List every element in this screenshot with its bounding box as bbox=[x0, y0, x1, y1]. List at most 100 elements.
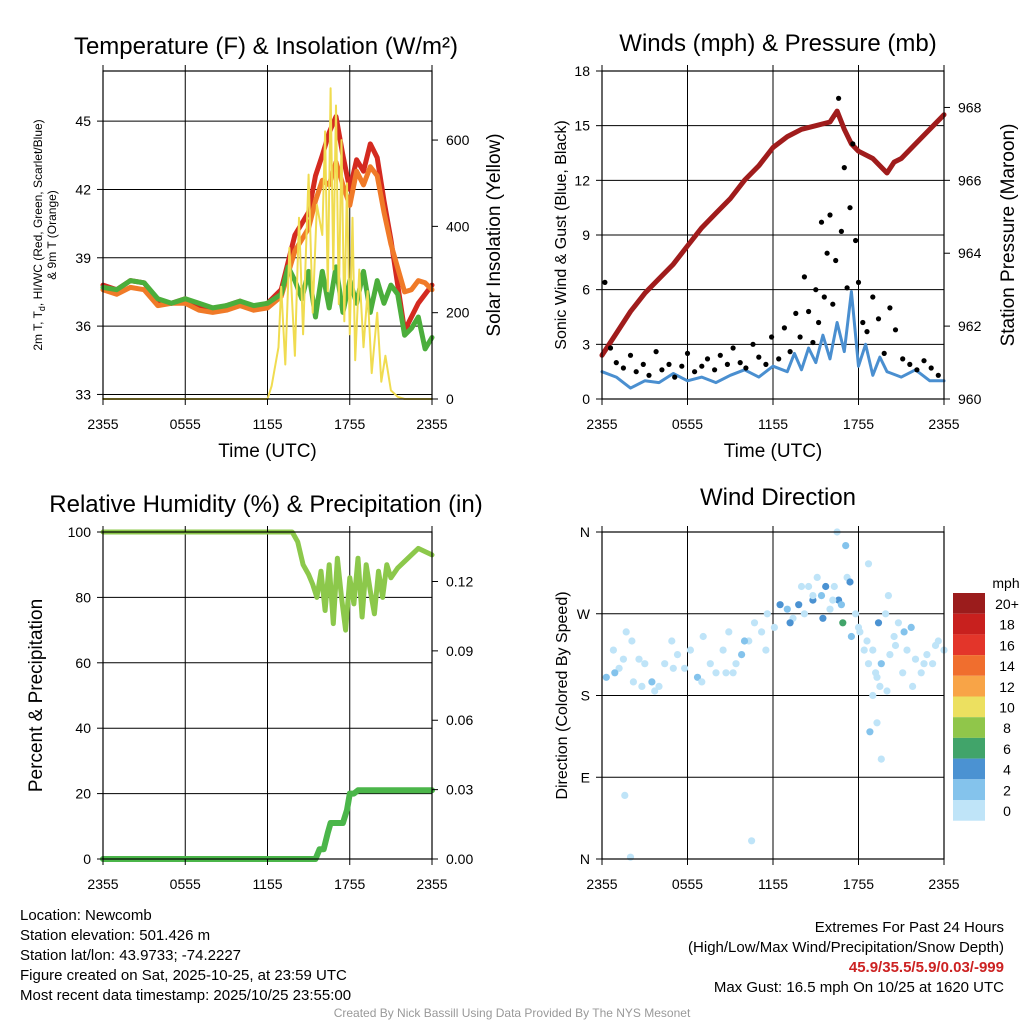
latlon-text: Station lat/lon: 43.9733; -74.2227 bbox=[20, 947, 242, 964]
y-tick-label: 40 bbox=[75, 720, 91, 736]
gust-point bbox=[781, 325, 788, 331]
legend-label: 6 bbox=[1003, 741, 1011, 757]
direction-point bbox=[651, 687, 659, 695]
direction-point bbox=[886, 651, 894, 659]
direction-point bbox=[611, 669, 619, 677]
y-tick-label: 18 bbox=[574, 63, 590, 79]
gust-point bbox=[847, 205, 853, 211]
y2-tick-label: 0.00 bbox=[446, 851, 473, 867]
direction-point bbox=[900, 628, 908, 636]
gust-point bbox=[830, 301, 836, 307]
gust-point bbox=[838, 228, 845, 234]
y2-tick-label: 960 bbox=[958, 391, 982, 407]
direction-point bbox=[847, 632, 856, 641]
direction-point bbox=[809, 592, 817, 600]
y-label-subscript: d bbox=[37, 306, 47, 311]
chart-panel-2: 2355 0555 1155 1755 2355 0 3 6 9 12 15 18 960 962 964 9… bbox=[553, 30, 1019, 462]
direction-point bbox=[819, 614, 827, 622]
y-tick-label: 100 bbox=[68, 524, 92, 540]
direction-point bbox=[863, 637, 871, 645]
gust-point bbox=[813, 287, 819, 293]
extremes-info: Extremes For Past 24 Hours (High/Low/Max… bbox=[688, 918, 1004, 998]
direction-point bbox=[661, 660, 669, 668]
gust-point bbox=[928, 365, 934, 371]
y2-tick-label: 0 bbox=[446, 391, 454, 407]
direction-point bbox=[693, 673, 702, 681]
direction-point bbox=[621, 791, 629, 800]
legend-label: 10 bbox=[999, 700, 1015, 716]
direction-point bbox=[602, 673, 610, 681]
gust-point bbox=[887, 305, 893, 311]
x-tick-label: 1155 bbox=[252, 876, 282, 892]
legend-swatch bbox=[953, 696, 985, 718]
y2-axis-label: Station Pressure (Maroon) bbox=[998, 124, 1019, 347]
created-text: Figure created on Sat, 2025-10-25, at 23… bbox=[20, 967, 347, 984]
direction-point bbox=[750, 619, 759, 627]
elevation-text: Station elevation: 501.426 m bbox=[20, 927, 211, 944]
y-axis-label: Direction (Colored By Speed) bbox=[554, 591, 571, 799]
y-axis-label: Sonic Wind & Gust (Blue, Black) bbox=[553, 120, 570, 349]
gridlines bbox=[103, 71, 432, 399]
x-tick-label: 1155 bbox=[758, 876, 788, 892]
direction-point bbox=[719, 646, 727, 654]
gust-point bbox=[836, 95, 842, 101]
gust-point bbox=[653, 349, 659, 355]
direction-point bbox=[826, 605, 834, 613]
direction-point bbox=[740, 637, 749, 645]
gust-point bbox=[699, 363, 705, 369]
direction-point bbox=[626, 853, 635, 861]
direction-point bbox=[877, 660, 885, 668]
y-tick-label: 36 bbox=[75, 318, 91, 334]
direction-point bbox=[883, 687, 891, 695]
credit-text: Created By Nick Bassill Using Data Provi… bbox=[333, 1006, 691, 1020]
direction-point bbox=[712, 669, 720, 677]
y2-tick-label: 964 bbox=[958, 245, 982, 261]
y-tick-label: 45 bbox=[75, 113, 91, 129]
gust-point bbox=[907, 361, 913, 367]
direction-point bbox=[869, 691, 877, 700]
direction-point bbox=[813, 573, 821, 582]
direction-point bbox=[729, 669, 737, 677]
x-tick-label: 1155 bbox=[252, 416, 282, 432]
direction-point bbox=[909, 682, 917, 691]
y-axis-label: 2m T, Td, HI/WC (Red, Green, Scarlet/Blu… bbox=[31, 119, 47, 350]
y-tick-label: 15 bbox=[574, 118, 590, 134]
gust-point bbox=[875, 316, 882, 322]
direction-point bbox=[876, 682, 884, 691]
legend-swatch bbox=[953, 800, 985, 821]
direction-point bbox=[891, 641, 900, 650]
gust-point bbox=[824, 250, 830, 256]
direction-point bbox=[648, 678, 656, 686]
gust-point bbox=[841, 165, 847, 171]
direction-point bbox=[890, 632, 898, 641]
gust-point bbox=[712, 367, 718, 373]
series-group bbox=[100, 87, 435, 400]
direction-point bbox=[795, 601, 803, 609]
direction-point bbox=[669, 664, 677, 672]
direction-point bbox=[829, 596, 837, 604]
direction-point bbox=[748, 837, 756, 845]
legend-swatch bbox=[953, 593, 985, 614]
direction-point bbox=[903, 646, 911, 654]
direction-point bbox=[738, 651, 746, 659]
y-label-part: 2m T, T bbox=[31, 310, 45, 350]
direction-point bbox=[894, 619, 903, 627]
gust-point bbox=[620, 365, 627, 371]
x-tick-label: 2355 bbox=[87, 416, 118, 432]
y-axis-label: Percent & Precipitation bbox=[26, 599, 47, 792]
gust-point bbox=[797, 334, 803, 340]
y2-axis-label: Solar Insolation (Yellow) bbox=[484, 133, 505, 336]
legend-label: 0 bbox=[1003, 803, 1011, 819]
direction-point bbox=[846, 578, 854, 586]
direction-point bbox=[615, 664, 623, 672]
chart-panel-3: 2355 0555 1155 1755 2355 0 20 40 60 80 100 0.00 0.03… bbox=[26, 491, 483, 892]
x-tick-label: 1755 bbox=[843, 416, 874, 432]
x-tick-label: 2355 bbox=[586, 416, 617, 432]
direction-point bbox=[635, 655, 643, 663]
direction-point bbox=[673, 651, 682, 659]
gridlines bbox=[602, 71, 944, 399]
legend-title: mph bbox=[992, 575, 1019, 591]
legend-label: 14 bbox=[999, 658, 1015, 674]
direction-point bbox=[619, 655, 628, 663]
direction-point bbox=[628, 637, 636, 645]
